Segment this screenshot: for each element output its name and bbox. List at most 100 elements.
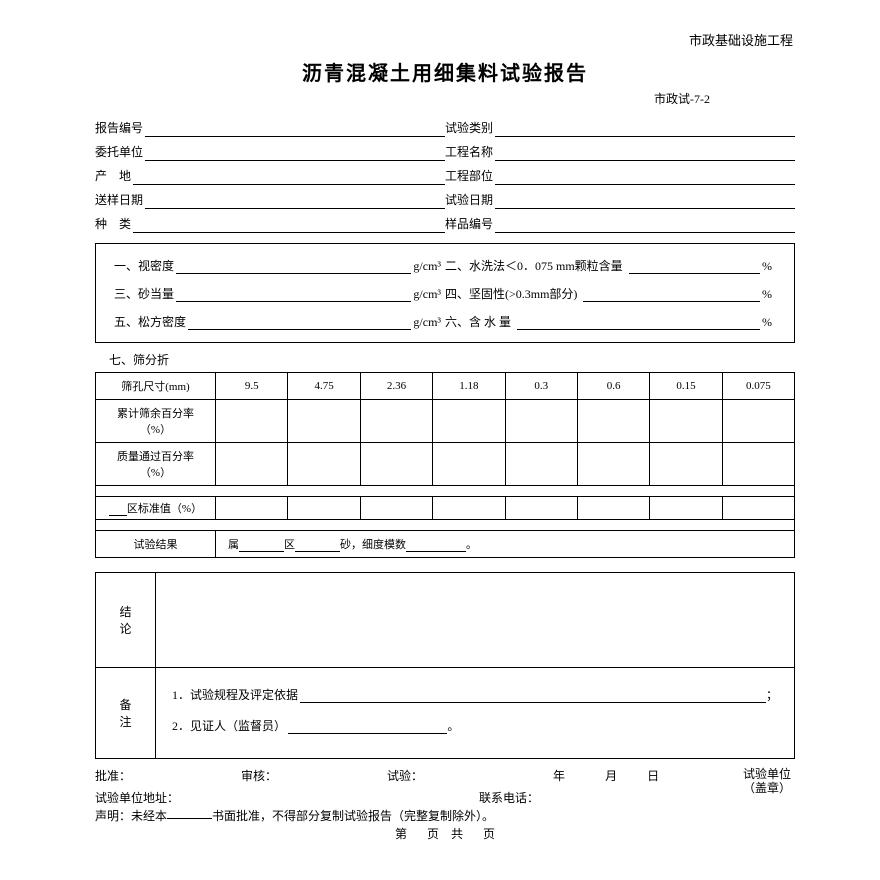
footer: 批准： 审核： 试验： 年 月 日 试验单位（盖章） 试验单位地址： 联系电话：… xyxy=(95,767,795,843)
lbl-test-date: 试验日期 xyxy=(445,191,493,209)
lbl-project-name: 工程名称 xyxy=(445,143,493,161)
spacer xyxy=(96,520,795,531)
cell[interactable] xyxy=(722,400,794,443)
txt: 区 xyxy=(284,539,295,551)
cell[interactable] xyxy=(433,400,505,443)
cell[interactable] xyxy=(433,443,505,486)
lbl-project-part: 工程部位 xyxy=(445,167,493,185)
lbl-origin: 产 地 xyxy=(95,167,131,185)
field-result-zone[interactable] xyxy=(239,540,284,552)
cell[interactable] xyxy=(360,443,432,486)
cell[interactable] xyxy=(433,497,505,520)
lbl-i6: 六、含 水 量 xyxy=(445,314,511,330)
cell[interactable] xyxy=(505,400,577,443)
sieve-row4-label: 区标准值（%） xyxy=(96,497,216,520)
unit-i2: % xyxy=(762,258,772,274)
field-i5[interactable] xyxy=(188,316,411,330)
field-i3[interactable] xyxy=(176,288,411,302)
form-number: 市政试-7-2 xyxy=(95,90,795,107)
field-kind[interactable] xyxy=(133,219,445,233)
lbl-test-type: 试验类别 xyxy=(445,119,493,137)
cell[interactable] xyxy=(216,497,288,520)
cell[interactable] xyxy=(505,497,577,520)
cell[interactable] xyxy=(722,443,794,486)
cell[interactable] xyxy=(216,443,288,486)
lbl-client: 委托单位 xyxy=(95,143,143,161)
decl-pre: 声明：未经本 xyxy=(95,807,167,825)
unit-i5: g/cm³ xyxy=(413,314,441,330)
field-test-date[interactable] xyxy=(495,195,795,209)
header-project-type: 市政基础设施工程 xyxy=(95,30,795,49)
page-mid: 页 共 xyxy=(427,825,463,843)
lbl-sample-no: 样品编号 xyxy=(445,215,493,233)
sieve-row-header: 筛孔尺寸(mm) xyxy=(96,373,216,400)
result-label: 试验结果 xyxy=(96,531,216,558)
lbl-report-no: 报告编号 xyxy=(95,119,143,137)
lbl-day: 日 xyxy=(647,767,659,795)
page-title: 沥青混凝土用细集料试验报告 xyxy=(95,57,795,86)
field-decl[interactable] xyxy=(167,807,212,819)
cell[interactable] xyxy=(577,497,649,520)
field-test-type[interactable] xyxy=(495,123,795,137)
field-note2[interactable] xyxy=(288,720,447,734)
properties-box: 一、视密度g/cm³ 二、水洗法＜0．075 mm颗粒含量% 三、砂当量g/cm… xyxy=(95,243,795,343)
field-i6[interactable] xyxy=(517,316,760,330)
conclusion-label: 结 论 xyxy=(96,573,156,668)
spacer xyxy=(96,486,795,497)
cell[interactable] xyxy=(650,443,722,486)
sieve-size-6: 0.15 xyxy=(650,373,722,400)
field-sample-no[interactable] xyxy=(495,219,795,233)
cell[interactable] xyxy=(288,400,360,443)
field-origin[interactable] xyxy=(133,171,445,185)
unit-i4: % xyxy=(762,286,772,302)
cell[interactable] xyxy=(577,443,649,486)
field-i2[interactable] xyxy=(629,260,760,274)
field-project-part[interactable] xyxy=(495,171,795,185)
sieve-size-2: 2.36 xyxy=(360,373,432,400)
lbl-addr: 试验单位地址： xyxy=(95,789,179,807)
sieve-size-5: 0.6 xyxy=(577,373,649,400)
cell[interactable] xyxy=(288,497,360,520)
result-cell: 属 区 砂，细度模数 。 xyxy=(216,531,795,558)
cell[interactable] xyxy=(722,497,794,520)
cell[interactable] xyxy=(360,400,432,443)
conclusion-cell[interactable] xyxy=(156,573,795,668)
note1-suf: ； xyxy=(766,686,778,703)
lbl-i4: 四、坚固性(>0.3mm部分) xyxy=(445,286,577,302)
lbl-i3: 三、砂当量 xyxy=(114,286,174,302)
sieve-table: 筛孔尺寸(mm) 9.5 4.75 2.36 1.18 0.3 0.6 0.15… xyxy=(95,372,795,558)
field-zone[interactable] xyxy=(109,504,127,516)
conclusion-table: 结 论 备 注 1．试验规程及评定依据； 2．见证人（监督员）。 xyxy=(95,572,795,759)
lbl-send-date: 送样日期 xyxy=(95,191,143,209)
cell[interactable] xyxy=(577,400,649,443)
field-i1[interactable] xyxy=(176,260,411,274)
lbl-tel: 联系电话： xyxy=(479,789,539,807)
cell[interactable] xyxy=(216,400,288,443)
txt: 砂，细度模数 xyxy=(340,539,406,551)
page-pre: 第 xyxy=(395,825,407,843)
field-project-name[interactable] xyxy=(495,147,795,161)
cell[interactable] xyxy=(650,497,722,520)
lbl-year: 年 xyxy=(553,767,565,795)
field-note1[interactable] xyxy=(300,689,766,703)
note2-suf: 。 xyxy=(447,717,459,734)
txt: 属 xyxy=(228,539,239,551)
field-client[interactable] xyxy=(145,147,445,161)
field-send-date[interactable] xyxy=(145,195,445,209)
meta-block: 报告编号 试验类别 委托单位 工程名称 产 地 工程部位 送样日期 试验日期 种… xyxy=(95,119,795,233)
stamp: 试验单位（盖章） xyxy=(743,767,795,795)
field-report-no[interactable] xyxy=(145,123,445,137)
txt: 。 xyxy=(466,539,477,551)
field-i4[interactable] xyxy=(583,288,760,302)
note1-pre: 1．试验规程及评定依据 xyxy=(172,686,298,703)
field-result-sand[interactable] xyxy=(295,540,340,552)
lbl-i2: 二、水洗法＜0．075 mm颗粒含量 xyxy=(445,258,623,274)
cell[interactable] xyxy=(288,443,360,486)
field-result-modulus[interactable] xyxy=(406,540,466,552)
unit-i3: g/cm³ xyxy=(413,286,441,302)
cell[interactable] xyxy=(650,400,722,443)
notes-cell: 1．试验规程及评定依据； 2．见证人（监督员）。 xyxy=(156,668,795,759)
cell[interactable] xyxy=(360,497,432,520)
sieve-row3-label: 质量通过百分率 （%） xyxy=(96,443,216,486)
cell[interactable] xyxy=(505,443,577,486)
